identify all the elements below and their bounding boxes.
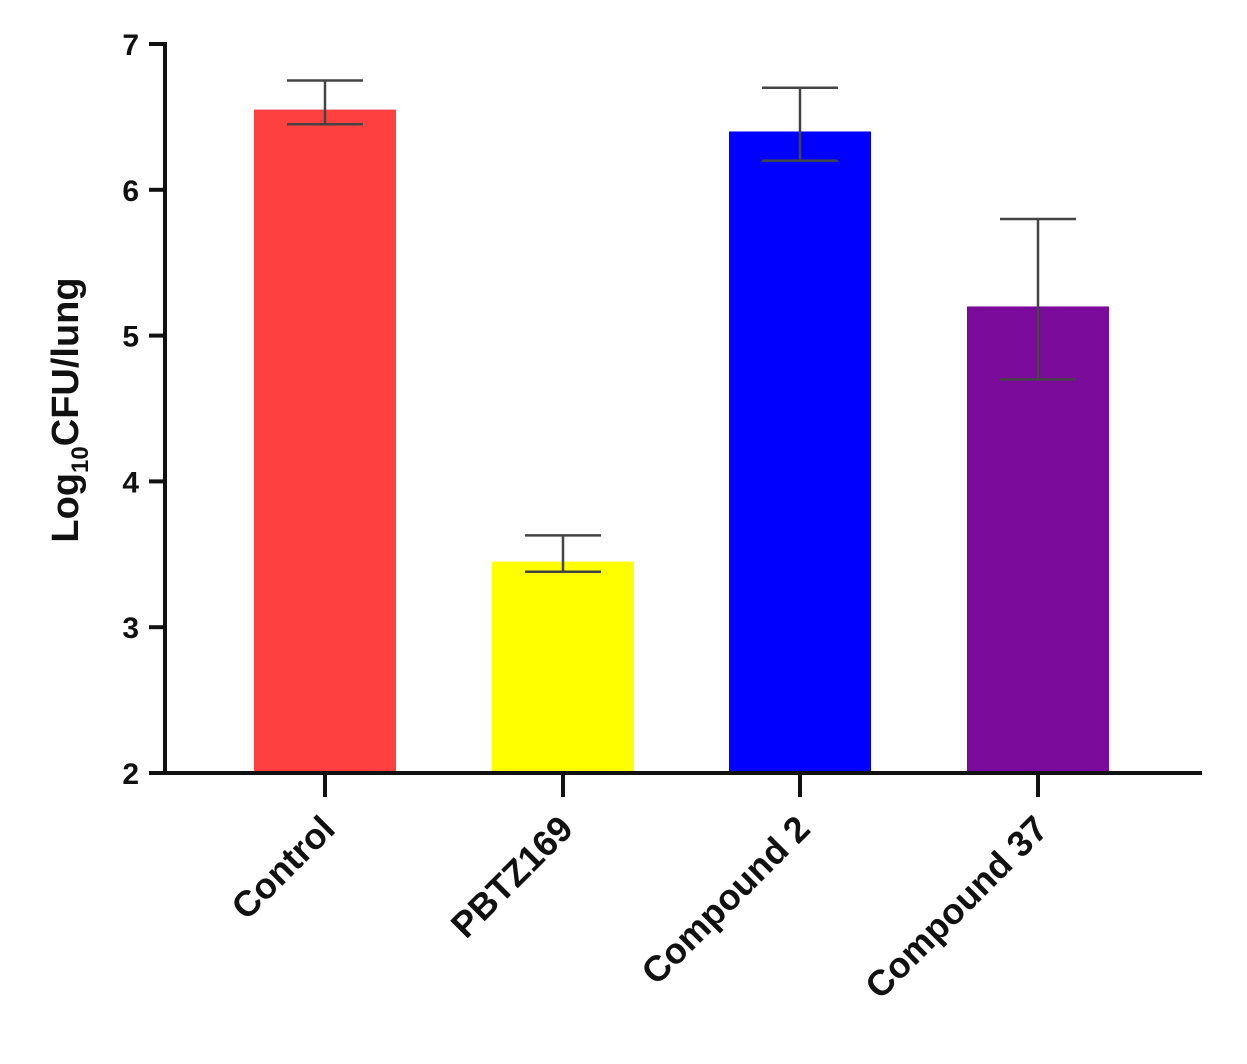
y-tick-label: 6 (122, 175, 139, 208)
x-category-label: Compound 37 (857, 808, 1056, 1007)
y-axis-title-rest: CFU/lung (45, 277, 87, 446)
y-axis-title-text: Log10CFU/lung (45, 277, 94, 542)
bar-pbtz169 (492, 561, 634, 773)
y-tick-label: 7 (122, 29, 139, 62)
bar-compound-2 (729, 131, 871, 774)
bar-compound-37 (967, 306, 1109, 773)
x-category-label: PBTZ169 (443, 808, 581, 946)
axes-layer (163, 42, 1202, 797)
bars-layer (254, 109, 1109, 774)
y-tick-label: 4 (122, 466, 139, 499)
error-bars-layer (287, 79, 1076, 574)
x-labels-layer: Control PBTZ169 Compound 2 Compound 37 (223, 808, 1055, 1007)
bar-control (254, 109, 396, 774)
y-axis-title: Log10CFU/lung (45, 277, 94, 542)
y-tick-label: 5 (122, 321, 139, 354)
x-category-label: Compound 2 (633, 808, 818, 993)
y-axis-title-main: Log (45, 473, 87, 543)
y-ticks-layer: 2 3 4 5 6 7 (122, 29, 165, 791)
y-axis-title-subscript: 10 (67, 446, 94, 473)
y-tick-label: 3 (122, 612, 139, 645)
x-category-label: Control (223, 808, 342, 927)
y-tick-label: 2 (122, 758, 139, 791)
